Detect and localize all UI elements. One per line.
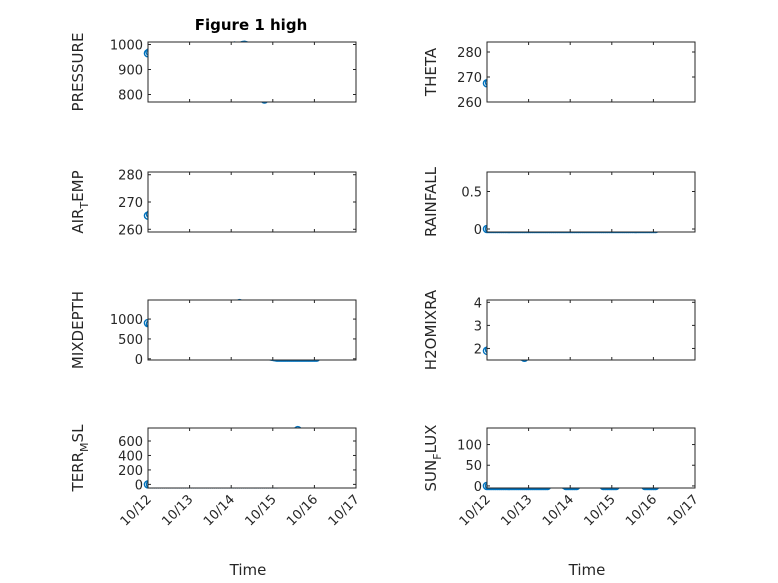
x-axis-label: Time	[568, 561, 606, 579]
y-tick-label: 270	[118, 196, 143, 211]
y-axis-label: SUNFLUX	[422, 425, 444, 492]
y-tick-label: 0	[135, 478, 143, 493]
y-tick-label: 270	[457, 71, 482, 86]
axes-box	[486, 427, 696, 489]
y-tick-label: 0	[135, 353, 143, 368]
subplot-4: 0 0.5 RAINFALL	[422, 166, 696, 238]
y-axis-label: THETA	[422, 47, 440, 97]
y-tick-label: 600	[118, 435, 143, 450]
axes-box	[147, 171, 357, 233]
subplot-3: 260 270 280 AIRTEMP	[69, 169, 357, 238]
y-axis-label: AIRTEMP	[69, 170, 91, 233]
y-axis-label: RAINFALL	[422, 166, 440, 237]
y-tick-label: 280	[118, 169, 143, 184]
y-tick-label: 200	[118, 464, 143, 479]
subplot-5: 0 500 1000 MIXDEPTH	[69, 291, 357, 369]
y-axis-label: PRESSURE	[69, 33, 87, 112]
y-tick-label: 400	[118, 449, 143, 464]
y-tick-label: 0.5	[461, 186, 482, 201]
y-axis-label: H2OMIXRA	[422, 289, 440, 370]
x-axis-label: Time	[229, 561, 267, 579]
y-axis-label: TERRMSL	[69, 424, 91, 493]
y-tick-label: 260	[457, 96, 482, 111]
y-tick-label: 500	[118, 333, 143, 348]
y-tick-label: 3	[474, 319, 482, 334]
axes-box	[486, 299, 696, 361]
y-axis-label: MIXDEPTH	[69, 291, 87, 369]
y-tick-label: 0	[474, 223, 482, 238]
axes-box	[147, 427, 357, 489]
y-tick-label: 260	[118, 223, 143, 238]
figure-title: Figure 1 high	[195, 16, 308, 34]
y-tick-label: 1000	[110, 39, 143, 54]
axes-box	[486, 41, 696, 103]
axes-box	[147, 299, 357, 361]
y-tick-label: 280	[457, 46, 482, 61]
subplot-1: 800 900 1000 PRESSURE	[69, 33, 357, 112]
subplot-2: 260 270 280 THETA	[422, 41, 696, 111]
y-tick-label: 800	[118, 89, 143, 104]
y-tick-label: 50	[465, 459, 482, 474]
y-tick-label: 2	[474, 342, 482, 357]
axes-box	[486, 171, 696, 233]
y-tick-label: 100	[457, 439, 482, 454]
subplot-6: 2 3 4 H2OMIXRA	[422, 289, 696, 370]
y-tick-label: 900	[118, 64, 143, 79]
y-tick-label: 0	[474, 480, 482, 495]
y-tick-label: 1000	[110, 313, 143, 328]
y-tick-label: 4	[474, 296, 482, 311]
axes-box	[147, 41, 357, 103]
